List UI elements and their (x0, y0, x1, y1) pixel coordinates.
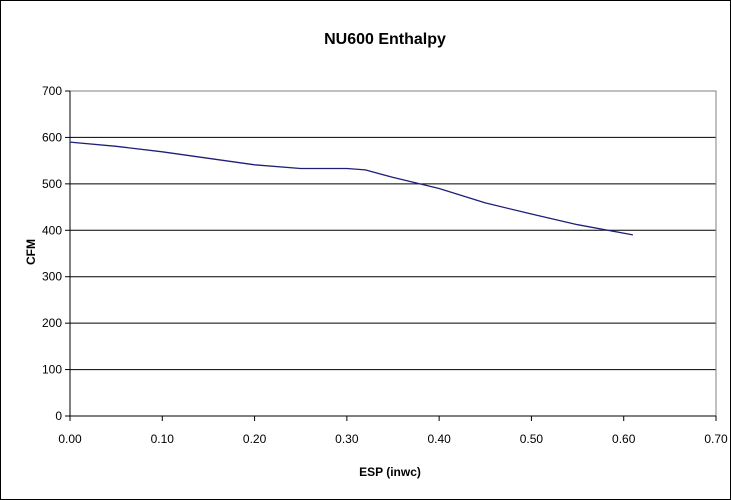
y-tick-label-400: 400 (42, 223, 62, 237)
x-tick-label-0.40: 0.40 (427, 432, 451, 446)
axes (65, 90, 717, 421)
series-line-0 (69, 141, 634, 236)
y-tick-label-700: 700 (42, 84, 62, 98)
y-axis-title: CFM (24, 239, 38, 265)
x-axis-title: ESP (inwc) (359, 465, 421, 479)
x-tick-label-0.70: 0.70 (704, 432, 728, 446)
gridlines (70, 90, 716, 371)
y-tick-label-100: 100 (42, 363, 62, 377)
x-tick-label-0.50: 0.50 (520, 432, 544, 446)
x-tick-label-0.30: 0.30 (335, 432, 359, 446)
y-tick-label-300: 300 (42, 270, 62, 284)
y-tick-label-600: 600 (42, 130, 62, 144)
plot-area-border (69, 90, 717, 417)
plot-series (69, 141, 634, 236)
x-tick-label-0.00: 0.00 (58, 432, 82, 446)
y-tick-label-0: 0 (55, 409, 62, 423)
tick-labels: 0 100 200 300 400 500 600 700 0.00 0.10 0.20 0.30 0.… (42, 84, 728, 446)
y-tick-label-200: 200 (42, 316, 62, 330)
x-tick-label-0.20: 0.20 (243, 432, 267, 446)
x-tick-label-0.60: 0.60 (612, 432, 636, 446)
y-tick-label-500: 500 (42, 177, 62, 191)
x-tick-label-0.10: 0.10 (151, 432, 175, 446)
chart-title: NU600 Enthalpy (324, 31, 446, 48)
